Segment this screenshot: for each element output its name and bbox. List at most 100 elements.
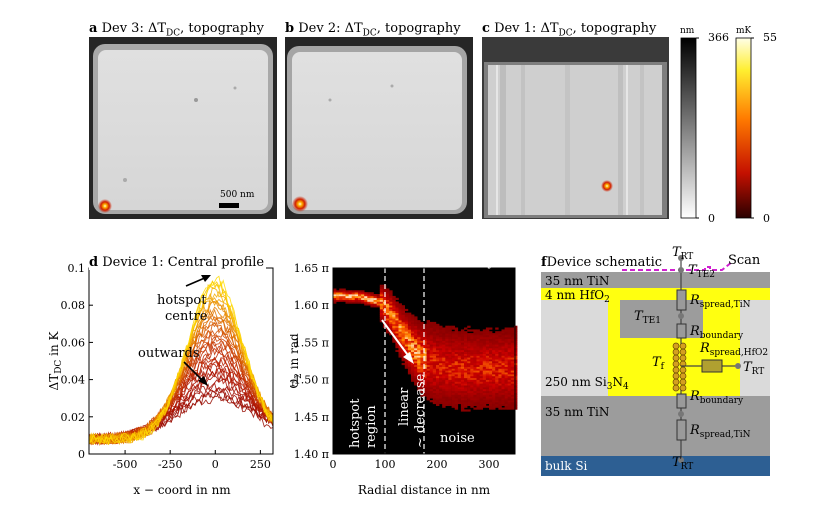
chart-e-ytick: 1.60 π [294, 299, 329, 312]
heatmap-cell [473, 338, 477, 341]
heatmap-cell [501, 348, 505, 351]
heatmap-cell [498, 405, 502, 408]
heatmap-cell [404, 340, 409, 343]
heatmap-cell [498, 351, 502, 354]
heatmap-cell [460, 349, 465, 352]
heatmap-cell [342, 295, 346, 299]
heatmap-cell [420, 348, 424, 351]
heatmap-cell [457, 370, 462, 373]
heatmap-cell [367, 297, 371, 300]
heatmap-cell [492, 335, 496, 338]
heatmap-cell [482, 351, 487, 354]
heatmap-cell [457, 401, 462, 405]
heatmap-cell [470, 329, 474, 332]
heatmap-cell [489, 407, 493, 410]
heatmap-cell [510, 400, 515, 403]
heatmap-cell [451, 383, 455, 386]
heatmap-cell [498, 387, 502, 390]
heatmap-cell [467, 329, 471, 332]
heatmap-cell [451, 381, 455, 384]
heatmap-cell [401, 357, 405, 360]
heatmap-cell [436, 331, 440, 334]
heatmap-cell [348, 299, 352, 302]
heatmap-cell [485, 349, 490, 352]
heatmap-cell [404, 320, 409, 323]
profile-line [88, 280, 274, 444]
heatmap-cell [389, 295, 393, 299]
heatmap-cell [454, 385, 459, 388]
heatmap-cell [501, 344, 505, 347]
heatmap-cell [507, 338, 512, 341]
heatmap-cell [436, 349, 440, 352]
heatmap-cell [451, 336, 455, 339]
heatmap-cell [464, 355, 468, 358]
heatmap-cell [442, 359, 446, 362]
heatmap-cell [423, 331, 427, 334]
heatmap-cell [514, 351, 518, 354]
heatmap-cell [510, 361, 515, 364]
heatmap-cell [426, 357, 430, 360]
heatmap-cell [498, 407, 502, 410]
chart-d-ytick: 0.08 [61, 299, 86, 312]
heatmap-cell [395, 312, 399, 315]
heatmap-cell [507, 348, 512, 351]
heatmap-cell [351, 292, 356, 295]
heatmap-cell [414, 327, 418, 330]
heatmap-cell [473, 348, 477, 351]
heatmap-cell [379, 290, 384, 293]
heatmap-cell [495, 364, 499, 367]
heatmap-cell [395, 321, 399, 325]
heatmap-cell [442, 366, 446, 369]
heatmap-cell [389, 316, 393, 319]
heatmap-cell [510, 335, 515, 338]
heatmap-cell [451, 377, 455, 380]
heatmap-cell [470, 401, 474, 405]
heatmap-cell [432, 329, 437, 332]
heatmap-cell [436, 359, 440, 362]
heatmap-cell [464, 331, 468, 334]
heatmap-cell [501, 364, 505, 367]
heatmap-cell [482, 388, 487, 392]
chart-e-ytick: 1.50 π [294, 374, 329, 387]
heatmap-cell [504, 349, 508, 352]
heatmap-cell [482, 401, 487, 405]
heatmap-cell [426, 377, 430, 380]
heatmap-cell [420, 362, 424, 366]
heatmap-cell [451, 325, 455, 328]
heatmap-cell [473, 388, 477, 392]
heatmap-cell [423, 390, 427, 393]
heatmap-cell [426, 375, 430, 379]
heatmap-cell [436, 385, 440, 388]
heatmap-cell [398, 303, 402, 306]
heatmap-cell [432, 381, 437, 384]
heatmap-cell [507, 368, 512, 371]
heatmap-cell [507, 336, 512, 339]
heatmap-cell [429, 387, 434, 390]
heatmap-cell [426, 321, 430, 325]
heatmap-cell [389, 327, 393, 330]
heatmap-cell [417, 355, 421, 358]
heatmap-cell [420, 383, 424, 386]
heatmap-cell [442, 385, 446, 388]
heatmap-cell [467, 353, 471, 356]
heatmap-cell [395, 310, 399, 313]
heatmap-cell [386, 320, 390, 323]
heatmap-cell [514, 392, 518, 395]
heatmap-cell [339, 297, 343, 300]
heatmap-cell [451, 340, 455, 343]
heatmap-cell [507, 342, 512, 345]
heatmap-cell [482, 362, 487, 366]
heatmap-cell [379, 308, 384, 312]
heatmap-cell [429, 388, 434, 392]
heatmap-cell [476, 361, 480, 364]
heatmap-cell [514, 364, 518, 367]
heatmap-cell [510, 377, 515, 380]
heatmap-cell [386, 314, 390, 317]
heatmap-cell [451, 388, 455, 392]
heatmap-cell [442, 362, 446, 366]
heatmap-cell [510, 366, 515, 369]
heatmap-cell [445, 401, 449, 405]
heatmap-cell [401, 312, 405, 315]
heatmap-cell [395, 303, 399, 306]
